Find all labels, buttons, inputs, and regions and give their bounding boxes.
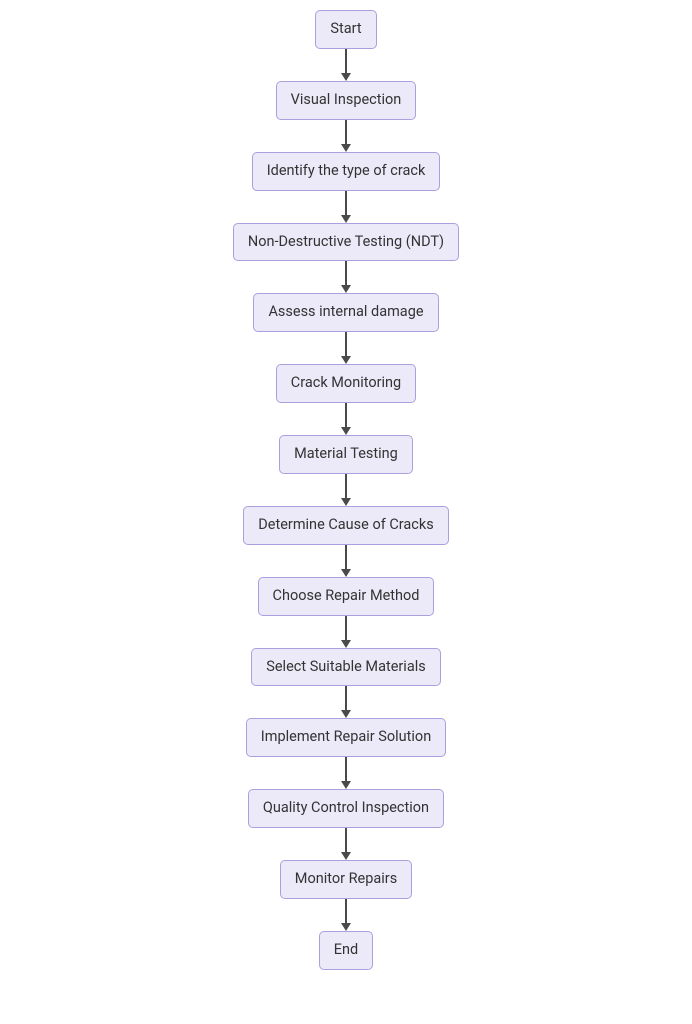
node-monitor: Crack Monitoring [276, 364, 416, 403]
arrow-head-icon [341, 356, 351, 364]
arrow-line [345, 686, 347, 710]
arrow-select-to-impl [341, 686, 351, 718]
node-repair: Choose Repair Method [258, 577, 435, 616]
arrow-line [345, 757, 347, 781]
arrow-assess-to-monitor [341, 332, 351, 364]
arrow-line [345, 403, 347, 427]
arrow-head-icon [341, 73, 351, 81]
node-visual: Visual Inspection [276, 81, 417, 120]
arrow-head-icon [341, 781, 351, 789]
arrow-line [345, 120, 347, 144]
node-assess: Assess internal damage [253, 293, 438, 332]
arrow-head-icon [341, 852, 351, 860]
arrow-mrepair-to-end [341, 899, 351, 931]
arrow-cause-to-repair [341, 545, 351, 577]
node-start: Start [315, 10, 376, 49]
arrow-line [345, 899, 347, 923]
node-ndt: Non-Destructive Testing (NDT) [233, 223, 459, 262]
arrow-ndt-to-assess [341, 261, 351, 293]
node-end: End [319, 931, 373, 970]
node-select: Select Suitable Materials [251, 648, 440, 687]
arrow-identify-to-ndt [341, 191, 351, 223]
arrow-head-icon [341, 710, 351, 718]
node-identify: Identify the type of crack [252, 152, 441, 191]
arrow-head-icon [341, 923, 351, 931]
arrow-repair-to-select [341, 616, 351, 648]
arrow-impl-to-qc [341, 757, 351, 789]
arrow-line [345, 191, 347, 215]
node-cause: Determine Cause of Cracks [243, 506, 448, 545]
arrow-line [345, 261, 347, 285]
arrow-head-icon [341, 640, 351, 648]
arrow-monitor-to-material [341, 403, 351, 435]
node-mrepair: Monitor Repairs [280, 860, 412, 899]
arrow-head-icon [341, 427, 351, 435]
arrow-line [345, 474, 347, 498]
arrow-material-to-cause [341, 474, 351, 506]
arrow-start-to-visual [341, 49, 351, 81]
arrow-visual-to-identify [341, 120, 351, 152]
arrow-line [345, 49, 347, 73]
arrow-head-icon [341, 569, 351, 577]
arrow-head-icon [341, 144, 351, 152]
arrow-line [345, 828, 347, 852]
flowchart-container: Start Visual Inspection Identify the type … [0, 0, 692, 1024]
node-qc: Quality Control Inspection [248, 789, 444, 828]
arrow-line [345, 616, 347, 640]
arrow-head-icon [341, 498, 351, 506]
arrow-line [345, 332, 347, 356]
arrow-line [345, 545, 347, 569]
arrow-qc-to-mrepair [341, 828, 351, 860]
node-impl: Implement Repair Solution [246, 718, 446, 757]
node-material: Material Testing [279, 435, 413, 474]
arrow-head-icon [341, 285, 351, 293]
arrow-head-icon [341, 215, 351, 223]
